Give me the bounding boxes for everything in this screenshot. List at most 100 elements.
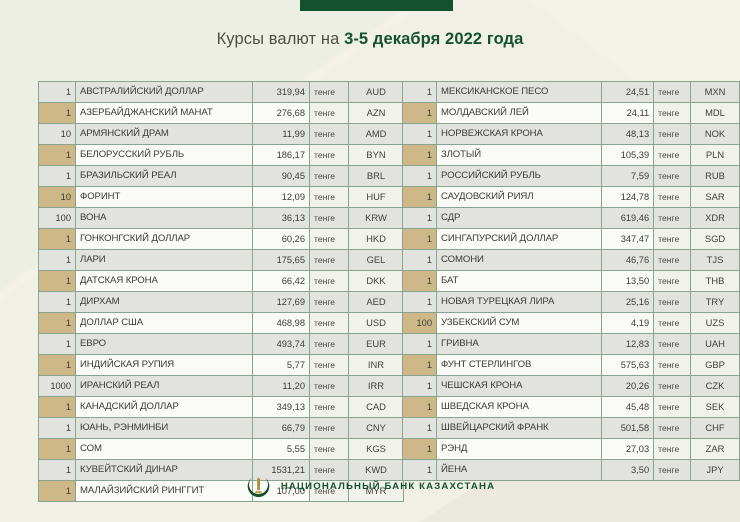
- currency-name: ГРИВНА: [436, 333, 602, 355]
- currency-code: KGS: [348, 438, 404, 460]
- currency-unit: тенге: [309, 459, 349, 481]
- currency-unit: тенге: [309, 291, 349, 313]
- currency-quantity: 100: [402, 312, 437, 334]
- currency-unit: тенге: [309, 228, 349, 250]
- currency-rate: 5,77: [252, 354, 310, 376]
- currency-name: СИНГАПУРСКИЙ ДОЛЛАР: [436, 228, 602, 250]
- currency-rate: 12,09: [252, 186, 310, 208]
- currency-name: УЗБЕКСКИЙ СУМ: [436, 312, 602, 334]
- currency-rate: 48,13: [600, 123, 655, 145]
- currency-name: ЧЕШСКАЯ КРОНА: [436, 375, 602, 397]
- currency-unit: тенге: [309, 438, 349, 460]
- currency-unit: тенге: [653, 102, 691, 124]
- currency-name: БАТ: [436, 270, 602, 292]
- currency-name: ДИРХАМ: [75, 291, 253, 313]
- currency-quantity: 1: [38, 480, 76, 502]
- currency-unit: тенге: [309, 123, 349, 145]
- currency-unit: тенге: [653, 333, 691, 355]
- currency-unit: тенге: [653, 396, 691, 418]
- currency-unit: тенге: [653, 207, 691, 229]
- currency-rate: 619,46: [600, 207, 655, 229]
- currency-rate: 24,51: [600, 81, 655, 103]
- currency-quantity: 1: [402, 81, 437, 103]
- table-row: 1 МЕКСИКАНСКОЕ ПЕСО 24,51 тенге MXN: [402, 81, 740, 103]
- table-row: 1 БЕЛОРУССКИЙ РУБЛЬ 186,17 тенге BYN: [38, 144, 404, 166]
- currency-name: ЮАНЬ, РЭНМИНБИ: [75, 417, 253, 439]
- currency-name: СДР: [436, 207, 602, 229]
- currency-name: ФОРИНТ: [75, 186, 253, 208]
- currency-code: USD: [348, 312, 404, 334]
- currency-rate: 127,69: [252, 291, 310, 313]
- currency-name: ФУНТ СТЕРЛИНГОВ: [436, 354, 602, 376]
- currency-code: CNY: [348, 417, 404, 439]
- currency-quantity: 1: [38, 438, 76, 460]
- currency-code: NOK: [690, 123, 740, 145]
- currency-name: ИРАНСКИЙ РЕАЛ: [75, 375, 253, 397]
- currency-rate: 11,20: [252, 375, 310, 397]
- currency-code: AZN: [348, 102, 404, 124]
- currency-quantity: 1: [402, 438, 437, 460]
- currency-rate: 501,58: [600, 417, 655, 439]
- currency-rate: 12,83: [600, 333, 655, 355]
- table-row: 10 АРМЯНСКИЙ ДРАМ 11,99 тенге AMD: [38, 123, 404, 145]
- currency-code: SEK: [690, 396, 740, 418]
- currency-code: AED: [348, 291, 404, 313]
- currency-name: БЕЛОРУССКИЙ РУБЛЬ: [75, 144, 253, 166]
- currency-name: ШВЕЙЦАРСКИЙ ФРАНК: [436, 417, 602, 439]
- currency-quantity: 1: [402, 375, 437, 397]
- currency-quantity: 1: [402, 228, 437, 250]
- currency-rate: 5,55: [252, 438, 310, 460]
- currency-unit: тенге: [653, 123, 691, 145]
- currency-unit: тенге: [653, 144, 691, 166]
- currency-code: THB: [690, 270, 740, 292]
- currency-quantity: 1: [402, 417, 437, 439]
- currency-unit: тенге: [309, 165, 349, 187]
- currency-quantity: 1: [38, 354, 76, 376]
- table-row: 1 ЮАНЬ, РЭНМИНБИ 66,79 тенге CNY: [38, 417, 404, 439]
- currency-quantity: 1: [402, 291, 437, 313]
- currency-name: ДОЛЛАР США: [75, 312, 253, 334]
- currency-unit: тенге: [309, 207, 349, 229]
- currency-unit: тенге: [309, 144, 349, 166]
- currency-rate: 24,11: [600, 102, 655, 124]
- table-row: 100 УЗБЕКСКИЙ СУМ 4,19 тенге UZS: [402, 312, 740, 334]
- table-row: 1 СОМ 5,55 тенге KGS: [38, 438, 404, 460]
- currency-rate: 20,26: [600, 375, 655, 397]
- currency-quantity: 1: [38, 165, 76, 187]
- currency-unit: тенге: [309, 270, 349, 292]
- currency-rate: 468,98: [252, 312, 310, 334]
- currency-unit: тенге: [653, 228, 691, 250]
- currency-name: ВОНА: [75, 207, 253, 229]
- table-row: 1 НОРВЕЖСКАЯ КРОНА 48,13 тенге NOK: [402, 123, 740, 145]
- page-title-date: 3-5 декабря 2022 года: [344, 30, 524, 48]
- currency-quantity: 1: [402, 354, 437, 376]
- table-row: 1 ДОЛЛАР США 468,98 тенге USD: [38, 312, 404, 334]
- currency-name: ДАТСКАЯ КРОНА: [75, 270, 253, 292]
- table-row: 1 САУДОВСКИЙ РИЯЛ 124,78 тенге SAR: [402, 186, 740, 208]
- table-row: 1 МАЛАЙЗИЙСКИЙ РИНГГИТ 107,00 тенге MYR: [38, 480, 404, 502]
- national-bank-emblem-icon: [247, 477, 270, 498]
- currency-name: ИНДИЙСКАЯ РУПИЯ: [75, 354, 253, 376]
- currency-name: НОРВЕЖСКАЯ КРОНА: [436, 123, 602, 145]
- table-row: 1 ЛАРИ 175,65 тенге GEL: [38, 249, 404, 271]
- currency-quantity: 1: [38, 312, 76, 334]
- currency-code: ZAR: [690, 438, 740, 460]
- currency-quantity: 1: [38, 81, 76, 103]
- currency-quantity: 1: [402, 102, 437, 124]
- currency-unit: тенге: [653, 312, 691, 334]
- currency-rate: 319,94: [252, 81, 310, 103]
- currency-quantity: 1: [402, 270, 437, 292]
- table-row: 1 ИНДИЙСКАЯ РУПИЯ 5,77 тенге INR: [38, 354, 404, 376]
- currency-name: КАНАДСКИЙ ДОЛЛАР: [75, 396, 253, 418]
- currency-unit: тенге: [653, 291, 691, 313]
- currency-unit: тенге: [309, 102, 349, 124]
- currency-name: СОМ: [75, 438, 253, 460]
- currency-unit: тенге: [653, 249, 691, 271]
- currency-rate: 90,45: [252, 165, 310, 187]
- currency-quantity: 1: [38, 459, 76, 481]
- currency-code: GEL: [348, 249, 404, 271]
- currency-code: TRY: [690, 291, 740, 313]
- footer: НАЦИОНАЛЬНЫЙ БАНК КАЗАХСТАНА: [0, 473, 740, 500]
- currency-name: ГОНКОНГСКИЙ ДОЛЛАР: [75, 228, 253, 250]
- table-row: 1 ГРИВНА 12,83 тенге UAH: [402, 333, 740, 355]
